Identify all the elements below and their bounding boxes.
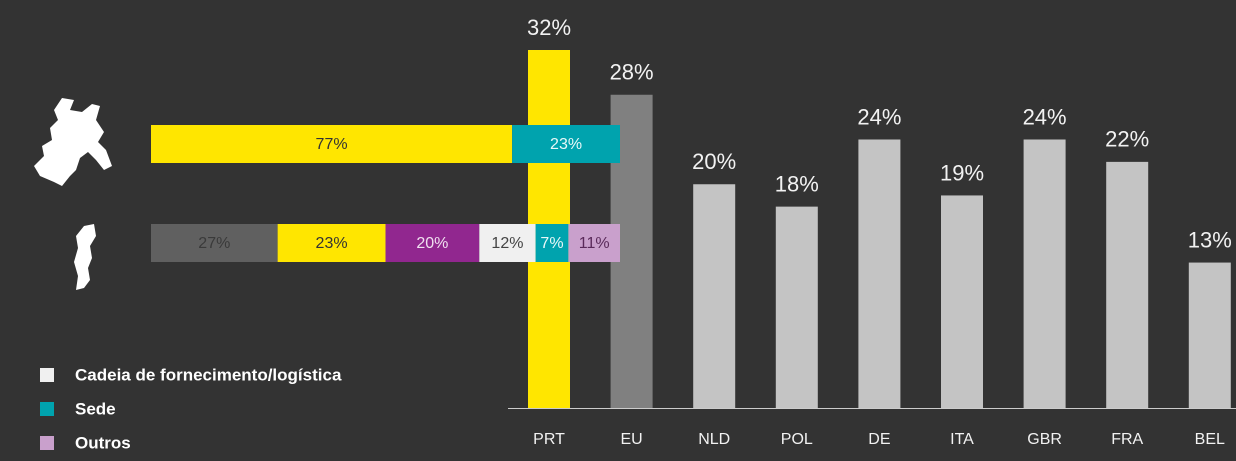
legend-swatch bbox=[40, 436, 54, 450]
bar-segment bbox=[277, 224, 386, 262]
bar-segment bbox=[479, 224, 536, 262]
x-tick-label: FRA bbox=[1111, 431, 1143, 448]
segment-label: 23% bbox=[316, 235, 348, 252]
bar bbox=[693, 184, 736, 408]
segment-label: 23% bbox=[550, 136, 582, 153]
x-tick-label: NLD bbox=[698, 431, 730, 448]
value-label: 32% bbox=[527, 15, 571, 40]
bar-segment bbox=[151, 224, 278, 262]
bar bbox=[858, 139, 901, 408]
x-tick-label: EU bbox=[620, 431, 642, 448]
legend-label: Outros bbox=[75, 433, 131, 452]
segment-label: 27% bbox=[198, 235, 230, 252]
value-label: 24% bbox=[1023, 104, 1067, 129]
value-label: 20% bbox=[692, 149, 736, 174]
bar-segment bbox=[535, 224, 569, 262]
bar bbox=[1106, 161, 1149, 408]
segment-label: 20% bbox=[416, 235, 448, 252]
portugal-icon bbox=[74, 224, 96, 290]
x-tick-label: POL bbox=[781, 431, 813, 448]
bar bbox=[941, 195, 983, 408]
bar-segment bbox=[385, 224, 480, 262]
bar-segment bbox=[151, 125, 513, 163]
bar bbox=[775, 206, 818, 408]
value-label: 22% bbox=[1105, 127, 1149, 152]
legend-label: Sede bbox=[75, 399, 116, 418]
value-label: 18% bbox=[775, 171, 819, 196]
legend-swatch bbox=[40, 368, 54, 382]
x-tick-label: ITA bbox=[950, 431, 974, 448]
segment-label: 77% bbox=[316, 136, 348, 153]
bar bbox=[1023, 139, 1066, 408]
value-label: 13% bbox=[1188, 227, 1232, 252]
segment-label: 7% bbox=[540, 235, 563, 252]
europe-icon bbox=[34, 98, 112, 186]
value-label: 19% bbox=[940, 160, 984, 185]
bar bbox=[1188, 262, 1231, 408]
x-tick-label: PRT bbox=[533, 431, 565, 448]
legend-label: Cadeia de fornecimento/logística bbox=[75, 365, 342, 384]
x-tick-label: BEL bbox=[1195, 431, 1225, 448]
segment-label: 11% bbox=[579, 235, 610, 252]
x-tick-label: GBR bbox=[1027, 431, 1062, 448]
value-label: 28% bbox=[610, 60, 654, 85]
value-label: 24% bbox=[857, 104, 901, 129]
bar-segment bbox=[512, 125, 620, 163]
legend-swatch bbox=[40, 402, 54, 416]
x-tick-label: DE bbox=[868, 431, 890, 448]
bar-segment bbox=[568, 224, 620, 262]
segment-label: 12% bbox=[491, 235, 523, 252]
